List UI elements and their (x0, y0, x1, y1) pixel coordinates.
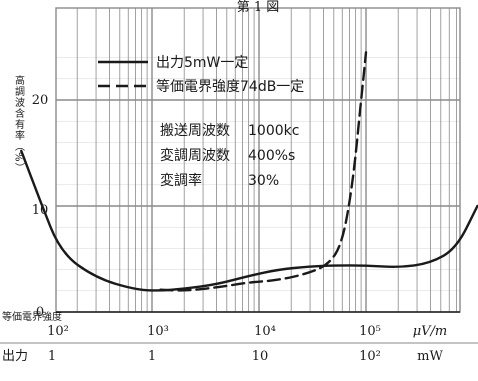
legend-entry-dashed: 等価電界強度74dB一定 (156, 78, 304, 95)
parameters: 搬送周波数 1000kc 変調周波数 400%s 変調率 30% (160, 123, 299, 189)
y-tick-label: 0 (36, 305, 44, 320)
x-output-tick-label: 10 (252, 349, 269, 364)
x-field-tick-label: 10⁴ (254, 324, 276, 339)
x-output-tick-label: 10² (359, 349, 381, 364)
x-axis-output-label: 出力 (2, 349, 28, 364)
x-ticks-output: 1 1 10 10² (48, 349, 381, 364)
y-tick-label: 20 (32, 93, 49, 108)
y-axis-label: 高調波含有率（%） (13, 74, 25, 174)
param-label: 変調率 (160, 172, 202, 189)
series-line-solid (20, 149, 478, 292)
legend-entry-solid: 出力5mW一定 (156, 55, 248, 71)
x-axis-output-unit: mW (417, 349, 443, 364)
chart-title: 第 1 図 (237, 0, 280, 15)
series-group (20, 51, 478, 292)
y-ticks: 20 10 0 (32, 93, 49, 320)
x-field-tick-label: 10³ (147, 324, 169, 339)
series-line-dashed (159, 51, 368, 292)
param-label: 搬送周波数 (160, 123, 230, 139)
y-tick-label: 10 (32, 203, 49, 218)
param-value: 400%s (248, 148, 295, 164)
x-field-tick-label: 10² (47, 324, 69, 339)
param-value: 30% (248, 173, 279, 189)
param-value: 1000kc (248, 123, 299, 139)
x-output-tick-label: 1 (148, 349, 156, 364)
legend: 出力5mW一定 等価電界強度74dB一定 (98, 55, 304, 95)
x-axis-field-unit: μV/m (413, 324, 448, 339)
param-label: 変調周波数 (160, 147, 230, 164)
x-field-tick-label: 10⁵ (359, 324, 381, 339)
x-output-tick-label: 1 (48, 349, 56, 364)
x-axis-field-label: 等価電界強度 (2, 310, 62, 323)
grid (0, 7, 478, 344)
x-ticks-field: 10² 10³ 10⁴ 10⁵ (47, 324, 381, 339)
